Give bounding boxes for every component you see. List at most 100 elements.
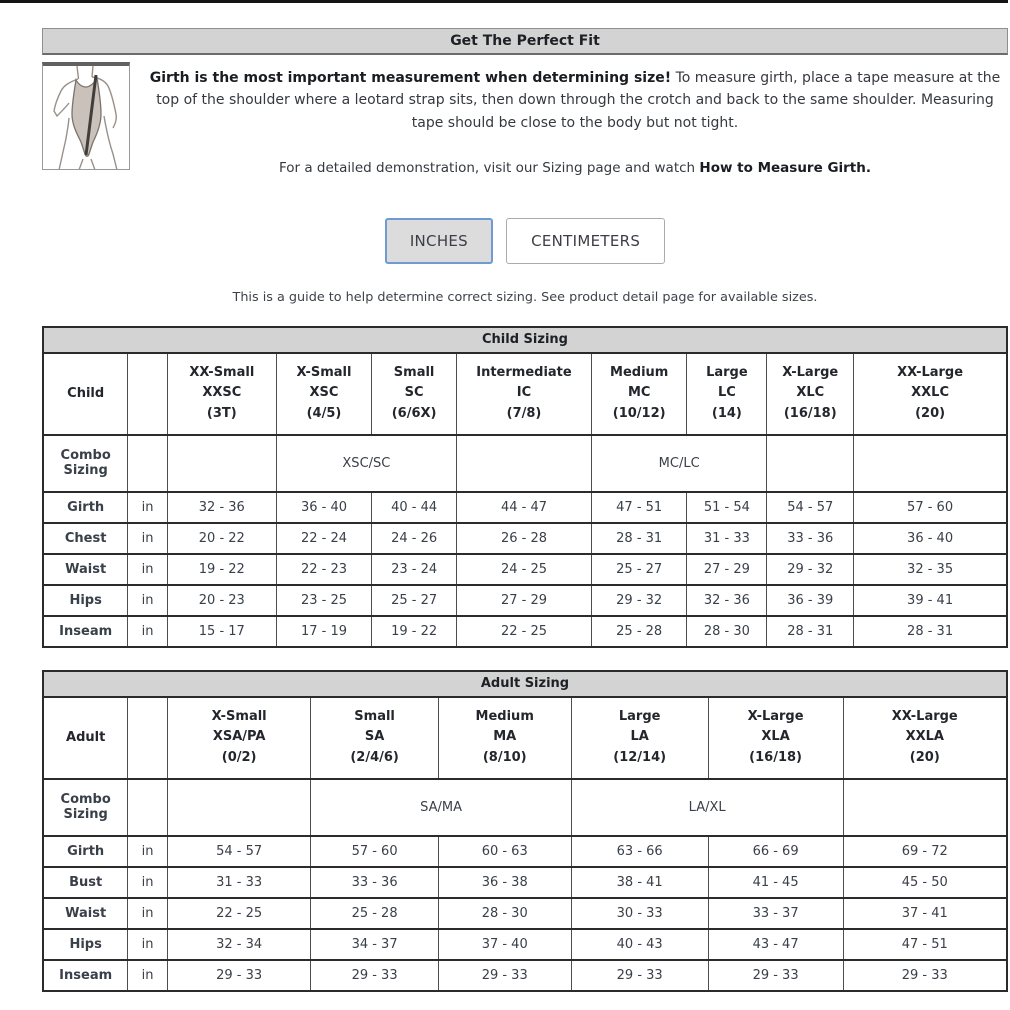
empty-cell bbox=[766, 434, 855, 492]
size-name: XX-Small bbox=[189, 364, 255, 380]
size-code: LA bbox=[630, 729, 649, 745]
size-value-cell: 36 - 38 bbox=[437, 866, 572, 898]
measurement-label: Waist bbox=[42, 897, 129, 929]
measurement-label: Waist bbox=[42, 553, 129, 585]
size-value-cell: 32 - 35 bbox=[853, 553, 1008, 585]
table-row: Hips in 32 - 34 34 - 37 37 - 40 40 - 43 … bbox=[42, 928, 1008, 960]
size-value-cell: 54 - 57 bbox=[166, 835, 312, 867]
column-header: X-Small XSC (4/5) bbox=[275, 352, 373, 435]
size-value-cell: 36 - 40 bbox=[853, 522, 1008, 554]
size-code: XXLA bbox=[905, 729, 944, 745]
size-value-cell: 47 - 51 bbox=[842, 928, 1008, 960]
table-row: Waist in 19 - 22 22 - 23 23 - 24 24 - 25… bbox=[42, 553, 1008, 585]
measurement-label: Girth bbox=[42, 835, 129, 867]
unit-cell: in bbox=[127, 866, 168, 898]
column-header: Medium MA (8/10) bbox=[437, 696, 572, 779]
size-value-cell: 29 - 33 bbox=[842, 959, 1008, 991]
size-name: Medium bbox=[610, 364, 669, 380]
size-value-cell: 29 - 33 bbox=[166, 959, 312, 991]
size-value-cell: 40 - 43 bbox=[570, 928, 709, 960]
size-range: (6/6X) bbox=[391, 406, 437, 422]
size-value-cell: 22 - 25 bbox=[166, 897, 312, 929]
size-code: XXLC bbox=[911, 385, 949, 401]
size-value-cell: 29 - 33 bbox=[570, 959, 709, 991]
table-row: Girth in 54 - 57 57 - 60 60 - 63 63 - 66… bbox=[42, 835, 1008, 867]
size-name: X-Large bbox=[782, 364, 839, 380]
column-header: Small SC (6/6X) bbox=[371, 352, 458, 435]
table-row: Adult X-Small XSA/PA (0/2) Small SA (2/4/6) … bbox=[42, 696, 1008, 779]
column-header: Large LA (12/14) bbox=[570, 696, 709, 779]
size-range: (20) bbox=[909, 750, 940, 766]
leotard-figure-icon bbox=[53, 66, 118, 169]
combo-size-cell: LA/XL bbox=[570, 778, 844, 836]
adult-sizing-table: Adult Sizing Adult X-Small XSA/PA (0/2) Sm… bbox=[42, 669, 1008, 992]
table-row: Inseam in 29 - 33 29 - 33 29 - 33 29 - 3… bbox=[42, 959, 1008, 991]
size-code: XLC bbox=[796, 385, 825, 401]
measurement-label: Chest bbox=[42, 522, 129, 554]
unit-cell: in bbox=[127, 959, 168, 991]
size-value-cell: 34 - 37 bbox=[310, 928, 439, 960]
table-row: Chest in 20 - 22 22 - 24 24 - 26 26 - 28… bbox=[42, 522, 1008, 554]
column-header: Large LC (14) bbox=[686, 352, 768, 435]
intro-section: Girth is the most important measurement … bbox=[42, 62, 1008, 180]
size-value-cell: 31 - 33 bbox=[166, 866, 312, 898]
size-name: Medium bbox=[475, 708, 534, 724]
size-value-cell: 37 - 41 bbox=[842, 897, 1008, 929]
size-value-cell: 36 - 39 bbox=[766, 584, 855, 616]
adult-corner-header: Adult bbox=[42, 696, 129, 779]
size-value-cell: 38 - 41 bbox=[570, 866, 709, 898]
child-sizing-table: Child Sizing Child XX-Small XXSC (3T) X-Sm… bbox=[42, 325, 1008, 648]
size-value-cell: 51 - 54 bbox=[686, 491, 768, 523]
size-value-cell: 33 - 37 bbox=[707, 897, 844, 929]
size-code: SA bbox=[364, 729, 385, 745]
centimeters-button[interactable]: CENTIMETERS bbox=[506, 217, 666, 264]
table-row: Adult Sizing bbox=[42, 670, 1008, 697]
size-value-cell: 25 - 27 bbox=[371, 584, 458, 616]
size-value-cell: 25 - 28 bbox=[310, 897, 439, 929]
size-value-cell: 29 - 33 bbox=[310, 959, 439, 991]
page-title: Get The Perfect Fit bbox=[42, 28, 1008, 55]
size-value-cell: 28 - 30 bbox=[686, 615, 768, 647]
sizing-guide-page: Get The Perfect Fit Gir bbox=[42, 3, 1008, 993]
unit-column-header bbox=[127, 352, 168, 435]
size-value-cell: 22 - 24 bbox=[275, 522, 373, 554]
adult-table-title: Adult Sizing bbox=[42, 670, 1008, 697]
table-row: Hips in 20 - 23 23 - 25 25 - 27 27 - 29 … bbox=[42, 584, 1008, 616]
size-range: (16/18) bbox=[749, 750, 802, 766]
size-value-cell: 57 - 60 bbox=[310, 835, 439, 867]
size-code: LC bbox=[717, 385, 736, 401]
measurement-label: Hips bbox=[42, 928, 129, 960]
size-value-cell: 32 - 34 bbox=[166, 928, 312, 960]
table-row: Child XX-Small XXSC (3T) X-Small XSC (4/5) S… bbox=[42, 352, 1008, 435]
size-name: Intermediate bbox=[476, 364, 572, 380]
size-name: X-Small bbox=[296, 364, 352, 380]
size-code: SC bbox=[404, 385, 424, 401]
girth-instructions-body: To measure girth, place a tape measure a… bbox=[156, 70, 1001, 131]
table-row: Combo Sizing XSC/SC MC/LC bbox=[42, 434, 1008, 492]
empty-cell bbox=[842, 778, 1008, 836]
column-header: XX-Large XXLA (20) bbox=[842, 696, 1008, 779]
unit-cell: in bbox=[127, 835, 168, 867]
size-value-cell: 31 - 33 bbox=[686, 522, 768, 554]
size-value-cell: 25 - 27 bbox=[590, 553, 688, 585]
table-row: Child Sizing bbox=[42, 326, 1008, 353]
size-value-cell: 57 - 60 bbox=[853, 491, 1008, 523]
girth-diagram-image bbox=[42, 62, 130, 170]
size-value-cell: 45 - 50 bbox=[842, 866, 1008, 898]
table-row: Inseam in 15 - 17 17 - 19 19 - 22 22 - 2… bbox=[42, 615, 1008, 647]
size-value-cell: 23 - 24 bbox=[371, 553, 458, 585]
size-code: XXSC bbox=[202, 385, 242, 401]
unit-cell: in bbox=[127, 928, 168, 960]
inches-button[interactable]: INCHES bbox=[384, 217, 494, 264]
unit-cell: in bbox=[127, 522, 168, 554]
unit-cell: in bbox=[127, 897, 168, 929]
size-value-cell: 28 - 31 bbox=[766, 615, 855, 647]
measurement-label: Inseam bbox=[42, 615, 129, 647]
size-value-cell: 54 - 57 bbox=[766, 491, 855, 523]
empty-cell bbox=[456, 434, 592, 492]
size-range: (14) bbox=[711, 406, 742, 422]
unit-column-header bbox=[127, 696, 168, 779]
size-name: XX-Large bbox=[897, 364, 964, 380]
size-code: IC bbox=[516, 385, 532, 401]
table-row: Bust in 31 - 33 33 - 36 36 - 38 38 - 41 … bbox=[42, 866, 1008, 898]
